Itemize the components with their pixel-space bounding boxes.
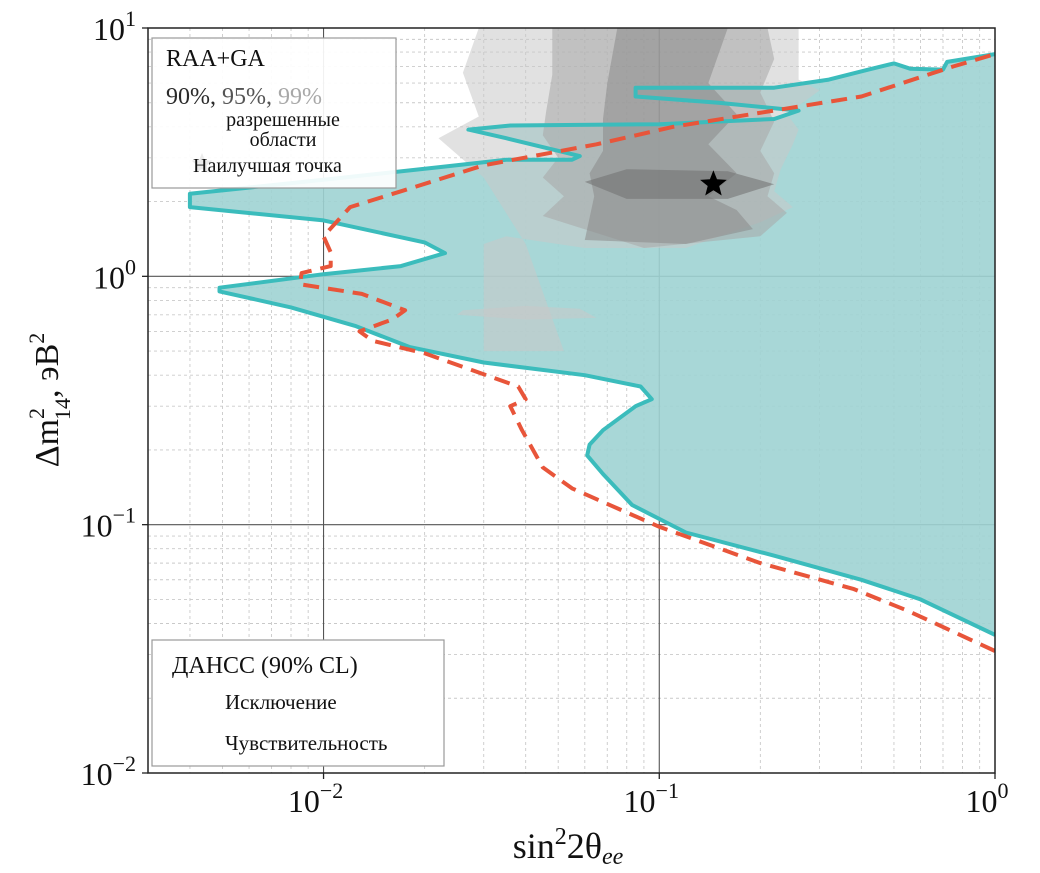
raa-region-90-inner <box>584 169 775 199</box>
y-tick-exp: 0 <box>125 254 136 279</box>
x-tick-base: 10 <box>966 783 998 819</box>
legend-raa-title: RAA+GA <box>166 46 266 72</box>
x-axis-label-main: sin <box>513 826 555 866</box>
x-tick-label: 10−1 <box>624 778 679 819</box>
legend-raa: RAA+GA 90%, 95%, 99% разрешенные области… <box>151 37 397 189</box>
x-tick-exp: 0 <box>998 778 1009 803</box>
legend-raa-line3: области <box>250 129 317 151</box>
legend-danss-box <box>151 639 445 767</box>
y-axis-label: Δm214, эВ2 <box>24 333 75 468</box>
x-tick-base: 10 <box>288 783 320 819</box>
legend-danss: ДАНСС (90% CL) Исключение Чувствительнос… <box>151 639 445 767</box>
y-axis-label-unit: , эВ <box>29 344 66 398</box>
x-axis-label-sub: ee <box>602 844 624 870</box>
legend-danss-title: ДАНСС (90% CL) <box>172 653 358 679</box>
x-axis-label: sin22θee <box>513 824 624 870</box>
raa-region-island <box>457 305 597 320</box>
x-tick-label: 100 <box>966 778 1009 819</box>
x-tick-exp: −2 <box>320 778 343 803</box>
best-fit-star <box>700 170 727 196</box>
y-tick-exp: 1 <box>125 6 136 31</box>
y-tick-base: 10 <box>93 259 125 295</box>
x-axis-label-sup: 2 <box>555 824 567 850</box>
legend-raa-level-99: 99% <box>278 84 322 110</box>
y-tick-exp: −2 <box>113 751 136 776</box>
legend-raa-line2: разрешенные <box>226 109 340 131</box>
legend-raa-level-95: 95%, <box>222 84 272 110</box>
plot-frame <box>147 27 996 774</box>
legend-raa-box <box>151 37 397 189</box>
x-tick-exp: −1 <box>656 778 679 803</box>
y-axis-label-sub: 14 <box>50 398 75 420</box>
y-axis-label-main: Δm <box>29 419 66 467</box>
exclusion-line <box>187 52 995 637</box>
y-tick-label: 100 <box>93 254 136 295</box>
y-tick-exp: −1 <box>113 503 136 528</box>
y-axis-label-sup: 2 <box>24 408 49 419</box>
legend-sensitivity-label: Чувствительность <box>225 731 387 755</box>
legend-raa-level-90: 90%, <box>166 84 216 110</box>
y-tick-label: 10−2 <box>81 751 136 792</box>
legend-exclusion-label: Исключение <box>225 690 337 714</box>
lines-layer <box>187 52 995 653</box>
legend-best-fit-label: Наилучшая точка <box>193 155 342 177</box>
sensitivity-line <box>297 52 995 653</box>
y-tick-base: 10 <box>93 11 125 47</box>
legend-raa-levels: 90%, 95%, 99% <box>166 84 322 110</box>
y-tick-base: 10 <box>81 508 113 544</box>
x-tick-label: 10−2 <box>288 778 343 819</box>
y-axis-label-unit-sup: 2 <box>24 333 49 344</box>
y-tick-base: 10 <box>81 756 113 792</box>
y-tick-label: 101 <box>93 6 136 47</box>
y-tick-label: 10−1 <box>81 503 136 544</box>
x-tick-base: 10 <box>624 783 656 819</box>
x-axis-label-mid: 2θ <box>567 826 602 866</box>
